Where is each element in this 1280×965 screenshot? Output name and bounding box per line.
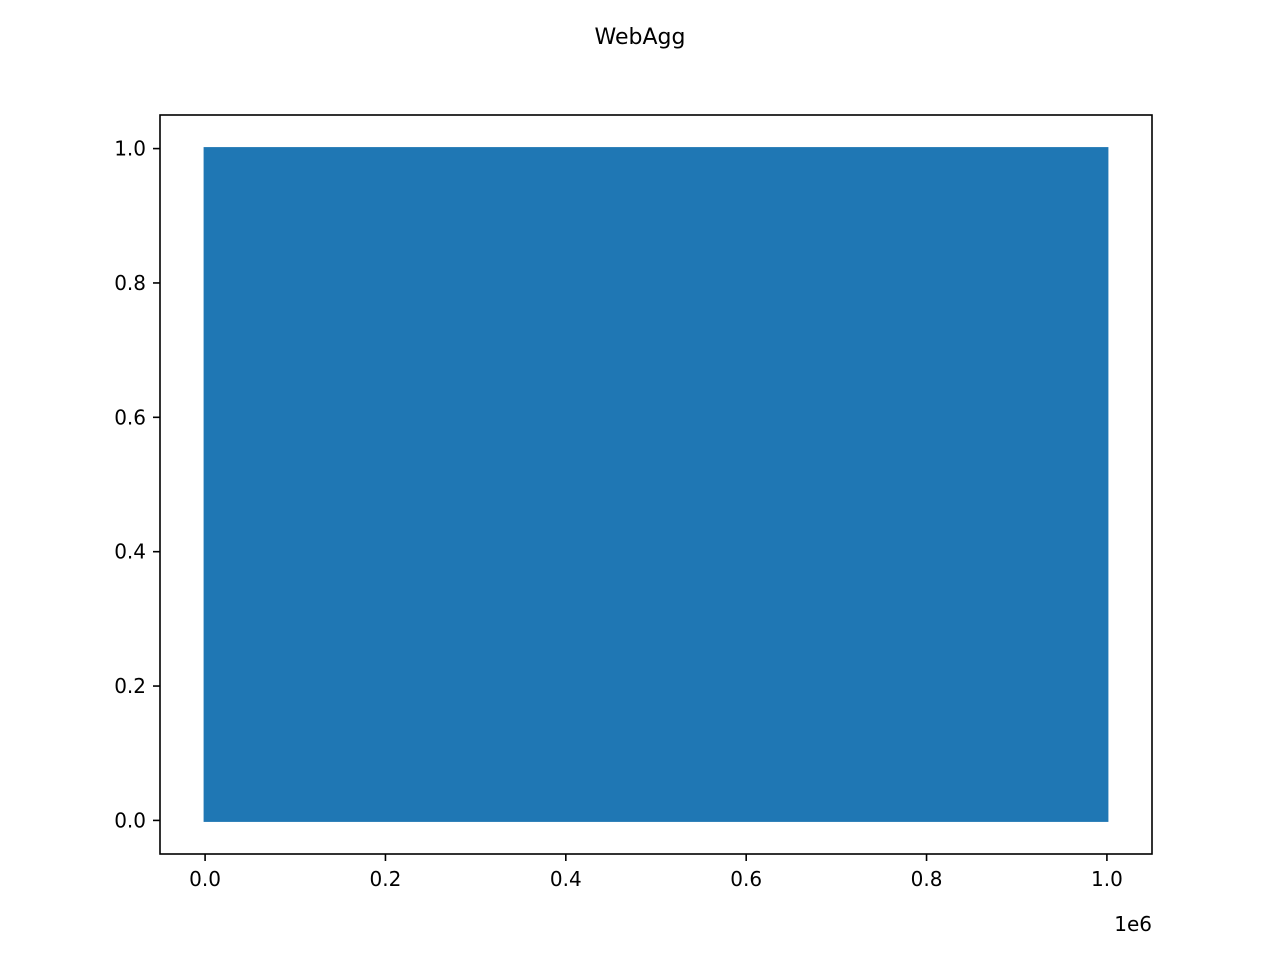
x-tick-label: 0.8 — [911, 867, 943, 891]
y-axis: 0.0 0.2 0.4 0.6 0.8 1.0 — [114, 137, 160, 832]
axes-frame — [159, 114, 1153, 855]
y-tick-label: 1.0 — [114, 137, 146, 161]
x-axis: 0.0 0.2 0.4 0.6 0.8 1.0 — [189, 854, 1123, 891]
x-tick-label: 0.6 — [730, 867, 762, 891]
x-tick-label: 0.0 — [189, 867, 221, 891]
x-tick-label: 0.4 — [550, 867, 582, 891]
y-tick-label: 0.4 — [114, 540, 146, 564]
series-layer — [203, 147, 1109, 822]
y-tick-label: 0.6 — [114, 405, 146, 429]
y-tick-label: 0.2 — [114, 674, 146, 698]
series-line-fill-0 — [203, 147, 1109, 822]
x-tick-label: 1.0 — [1091, 867, 1123, 891]
y-tick-label: 0.8 — [114, 271, 146, 295]
x-axis-offset-label: 1e6 — [1114, 912, 1152, 936]
x-tick-label: 0.2 — [370, 867, 402, 891]
chart-title: WebAgg — [595, 25, 686, 50]
y-tick-label: 0.0 — [114, 808, 146, 832]
